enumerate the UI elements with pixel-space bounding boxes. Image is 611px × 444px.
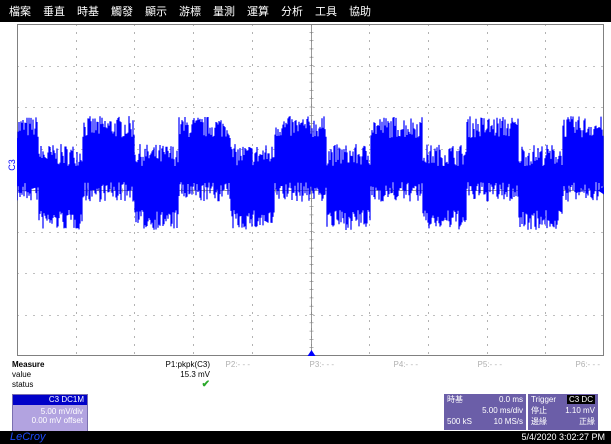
channel-label: C3 [6, 159, 17, 171]
check-icon: ✔ [201, 379, 210, 390]
menu-item[interactable]: 運算 [247, 6, 269, 18]
brand-logo: LeCroy [10, 431, 46, 443]
menu-item[interactable]: 垂直 [43, 6, 65, 18]
waveform-trace [17, 116, 604, 230]
waveform-display[interactable] [17, 24, 604, 356]
channel-descriptor-header: C3 DC1M [13, 395, 87, 405]
timebase-delay: 0.0 ms [498, 395, 523, 404]
menu-item[interactable]: 量測 [213, 6, 235, 18]
measure-param-name[interactable]: P1:pkpk(C3) [165, 360, 210, 369]
menu-item[interactable]: 協助 [349, 6, 371, 18]
channel-coupling-tag: C3 DC1M [48, 395, 84, 404]
trigger-mode: 邊緣 [531, 417, 547, 426]
trigger-slope: 正緣 [579, 417, 595, 426]
measure-param-value: 15.3 mV [180, 370, 210, 379]
measure-param-name[interactable]: P4:- - - [393, 360, 418, 369]
trigger-state: 停止 [531, 406, 547, 415]
measure-param-name[interactable]: P3:- - - [309, 360, 334, 369]
channel-scale: 5.00 mV/div [40, 407, 83, 416]
trigger-title: Trigger [531, 395, 557, 404]
timebase-scale: 5.00 ms/div [482, 406, 523, 415]
measure-param-name[interactable]: P2:- - - [225, 360, 250, 369]
timebase-samples: 500 kS [447, 417, 472, 426]
measure-value-label: value [12, 370, 32, 379]
channel-descriptor-c3[interactable]: C3 DC1M 5.00 mV/div 0.00 mV offset [12, 394, 88, 432]
menu-item[interactable]: 游標 [179, 6, 201, 18]
menu-item[interactable]: 顯示 [145, 6, 167, 18]
timebase-rate: 10 MS/s [493, 417, 523, 426]
timebase-title: 時基 [447, 395, 463, 404]
trigger-marker-icon [307, 350, 316, 356]
measure-param-name[interactable]: P6:- - - [575, 360, 600, 369]
menu-item[interactable]: 時基 [77, 6, 99, 18]
menu-item[interactable]: 觸發 [111, 6, 133, 18]
level-marker-icon [598, 186, 604, 195]
trigger-source-tag: C3 DC [566, 395, 595, 404]
trigger-descriptor[interactable]: Trigger C3 DC 停止 1.10 mV 邊緣 正緣 [528, 394, 598, 430]
channel-offset: 0.00 mV offset [31, 416, 83, 425]
waveform-grid [17, 24, 604, 356]
menu-item[interactable]: 工具 [315, 6, 337, 18]
timebase-descriptor[interactable]: 時基 0.0 ms 5.00 ms/div 500 kS 10 MS/s [444, 394, 526, 430]
measure-status-label: status [12, 380, 34, 389]
measure-heading: Measure [12, 360, 45, 369]
measure-param-name[interactable]: P5:- - - [477, 360, 502, 369]
status-bar: LeCroy 5/4/2020 3:02:27 PM [0, 431, 611, 444]
trigger-level: 1.10 mV [565, 406, 595, 415]
menu-bar: 檔案 垂直 時基 觸發 顯示 游標 量測 運算 分析 工具 協助 [0, 0, 611, 22]
date-time: 5/4/2020 3:02:27 PM [521, 432, 605, 442]
measure-panel: Measure value status P1:pkpk(C3) 15.3 mV ✔… [0, 358, 611, 394]
menu-item[interactable]: 檔案 [9, 6, 31, 18]
menu-item[interactable]: 分析 [281, 6, 303, 18]
